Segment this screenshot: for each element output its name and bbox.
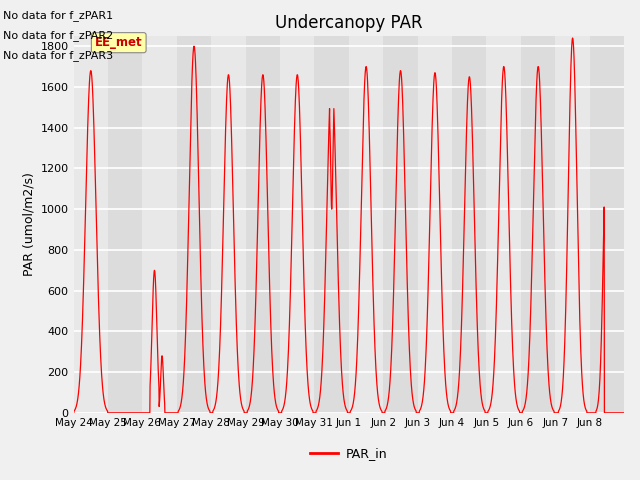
Bar <box>555 36 589 413</box>
Text: No data for f_zPAR2: No data for f_zPAR2 <box>3 30 113 41</box>
Bar <box>74 36 108 413</box>
Bar <box>280 36 314 413</box>
Text: EE_met: EE_met <box>95 36 143 49</box>
Bar <box>418 36 452 413</box>
Bar <box>349 36 383 413</box>
Text: No data for f_zPAR3: No data for f_zPAR3 <box>3 50 113 61</box>
Legend: PAR_in: PAR_in <box>305 442 392 465</box>
Bar <box>211 36 246 413</box>
Text: No data for f_zPAR1: No data for f_zPAR1 <box>3 10 113 21</box>
Bar <box>486 36 521 413</box>
Y-axis label: PAR (umol/m2/s): PAR (umol/m2/s) <box>22 172 35 276</box>
Bar <box>143 36 177 413</box>
Title: Undercanopy PAR: Undercanopy PAR <box>275 13 422 32</box>
